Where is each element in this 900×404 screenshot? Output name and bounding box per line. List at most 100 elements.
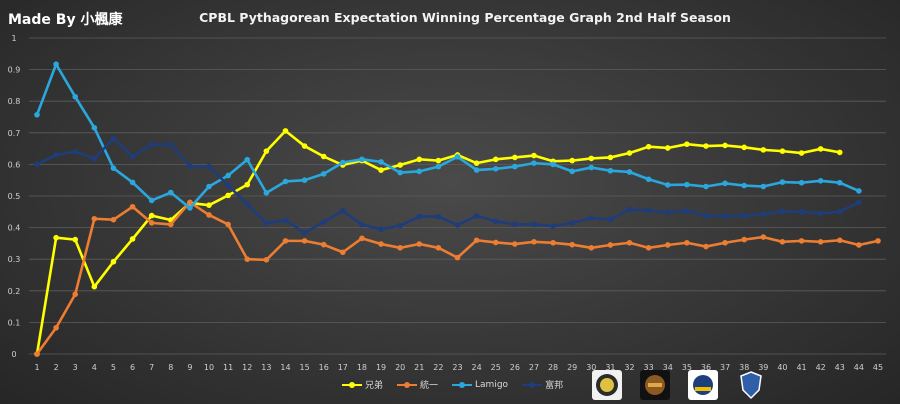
- data-point: [531, 160, 537, 166]
- data-point: [492, 239, 499, 246]
- data-point: [836, 149, 843, 156]
- data-point: [34, 351, 40, 357]
- x-tick-label: 35: [682, 363, 692, 372]
- data-point: [320, 219, 327, 225]
- x-tick-label: 29: [567, 363, 577, 372]
- data-point: [798, 179, 805, 186]
- data-point: [454, 254, 461, 261]
- data-point: [664, 209, 671, 216]
- data-point: [244, 156, 251, 163]
- data-point: [244, 181, 251, 188]
- y-tick-label: 0: [11, 350, 16, 359]
- x-tick-label: 3: [73, 363, 78, 372]
- data-point: [760, 211, 767, 217]
- data-point: [187, 163, 193, 170]
- data-point: [626, 239, 633, 246]
- data-point: [779, 208, 786, 215]
- data-point: [378, 226, 384, 232]
- data-point: [72, 291, 79, 298]
- series-line: [35, 62, 860, 210]
- y-tick-label: 0.3: [8, 255, 21, 264]
- data-point: [531, 152, 537, 159]
- legend-marker-icon: [452, 381, 473, 388]
- data-point: [263, 220, 270, 226]
- x-tick-label: 4: [92, 363, 97, 372]
- data-point: [588, 155, 595, 162]
- series-1: [34, 199, 881, 357]
- data-point: [492, 166, 499, 172]
- x-tick-label: 44: [854, 363, 864, 372]
- data-point: [416, 213, 423, 220]
- data-point: [110, 165, 117, 171]
- data-point: [856, 199, 862, 206]
- data-point: [875, 238, 881, 244]
- data-point: [416, 241, 423, 247]
- x-tick-label: 41: [796, 363, 806, 372]
- x-tick-label: 18: [357, 363, 367, 372]
- legend-label: Lamigo: [475, 379, 509, 390]
- y-tick-label: 0.4: [8, 224, 21, 233]
- data-point: [225, 192, 231, 199]
- x-tick-label: 7: [149, 363, 154, 372]
- data-point: [664, 242, 671, 248]
- data-point: [301, 177, 308, 183]
- data-point: [798, 209, 805, 215]
- x-axis-ticks: 1 2 3 4 5 6 7 8 9 10 11 12 13 14 15 16 17 18 19 20 21 22 23 24 2…: [34, 363, 883, 372]
- x-tick-label: 31: [605, 363, 615, 372]
- x-tick-label: 8: [168, 363, 173, 372]
- data-point: [836, 209, 843, 215]
- data-point: [664, 145, 671, 151]
- legend-item-fubon: 富邦: [522, 378, 563, 391]
- data-point: [779, 148, 786, 154]
- x-tick-label: 39: [758, 363, 768, 372]
- data-point: [378, 241, 384, 247]
- data-point: [129, 179, 136, 186]
- data-point: [187, 205, 193, 211]
- brothers-logo-icon: [592, 370, 622, 400]
- data-point: [340, 208, 346, 214]
- x-tick-label: 25: [491, 363, 501, 372]
- data-point: [722, 142, 728, 149]
- legend-marker-icon: [522, 381, 543, 388]
- data-point: [435, 163, 442, 170]
- data-point: [722, 180, 728, 187]
- legend-marker-icon: [342, 381, 362, 388]
- data-point: [148, 141, 155, 148]
- series-line: [36, 137, 860, 235]
- y-tick-label: 0.9: [8, 66, 21, 75]
- lions-logo-icon: [640, 370, 670, 400]
- data-point: [703, 212, 709, 219]
- lamigo-logo-icon: [688, 370, 718, 400]
- data-point: [416, 168, 423, 175]
- gridlines: [29, 37, 886, 355]
- data-point: [53, 61, 59, 68]
- data-point: [91, 155, 98, 162]
- data-point: [550, 161, 556, 168]
- y-tick-label: 0.7: [8, 129, 21, 138]
- x-tick-label: 21: [414, 363, 424, 372]
- x-tick-label: 43: [835, 363, 845, 372]
- data-point: [206, 212, 212, 218]
- data-point: [110, 216, 117, 223]
- data-point: [454, 154, 461, 160]
- data-point: [301, 143, 308, 149]
- data-point: [741, 236, 748, 243]
- data-point: [798, 150, 805, 156]
- data-point: [187, 199, 193, 206]
- x-tick-label: 45: [873, 363, 883, 372]
- x-tick-label: 9: [187, 363, 192, 372]
- y-tick-label: 0.8: [8, 97, 21, 106]
- data-point: [492, 218, 499, 225]
- x-tick-label: 26: [510, 363, 520, 372]
- data-point: [110, 135, 117, 142]
- data-point: [645, 176, 652, 183]
- data-point: [378, 159, 384, 165]
- data-point: [320, 153, 327, 160]
- data-point: [244, 256, 251, 263]
- x-tick-label: 30: [586, 363, 596, 372]
- x-tick-label: 32: [624, 363, 634, 372]
- data-point: [91, 124, 98, 131]
- data-point: [645, 143, 652, 150]
- x-tick-label: 27: [529, 363, 539, 372]
